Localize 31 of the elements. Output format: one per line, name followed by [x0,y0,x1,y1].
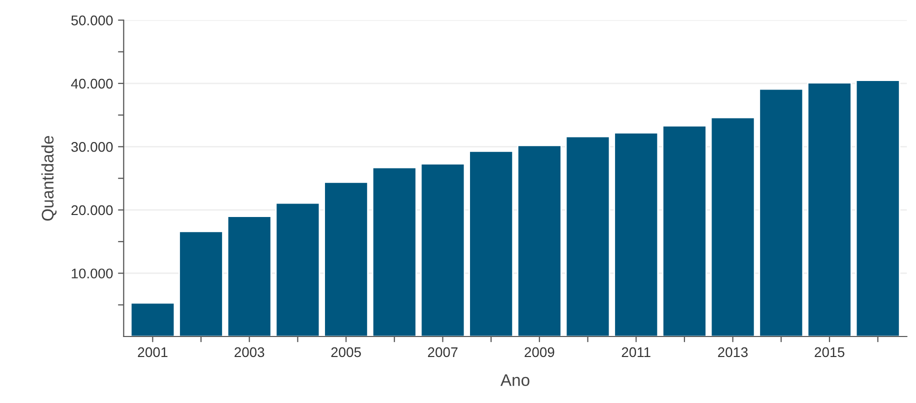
x-tick-label: 2015 [814,347,844,358]
y-tick-label: 50.000 [71,15,113,26]
x-tick-label: 2013 [718,347,748,358]
x-tick-label: 2009 [524,347,554,358]
bar [516,144,562,337]
y-tick-label: 20.000 [71,205,113,216]
bar [468,150,514,337]
y-tick-label: 30.000 [71,142,113,152]
bar [275,202,320,337]
bar [420,163,466,337]
bar [614,132,659,337]
bar [226,216,272,337]
bar [710,116,756,337]
x-axis-title: Ano [500,374,530,386]
x-tick-label: 2001 [138,347,168,358]
x-tick-label: 2005 [331,347,361,358]
bar [565,136,610,337]
x-tick-label: 2007 [428,347,458,358]
y-tick-label: 40.000 [71,78,113,89]
x-tick-label: 2011 [622,347,650,358]
bar [372,166,417,337]
bar [807,82,852,337]
bar [855,80,900,337]
y-axis-title: Quantidade [41,136,57,221]
bar [662,125,707,337]
bar [324,181,368,337]
bar [130,302,176,337]
bar [178,230,224,337]
bar [758,88,804,337]
x-tick-label: 2003 [234,347,264,358]
y-tick-label: 10.000 [72,268,113,278]
